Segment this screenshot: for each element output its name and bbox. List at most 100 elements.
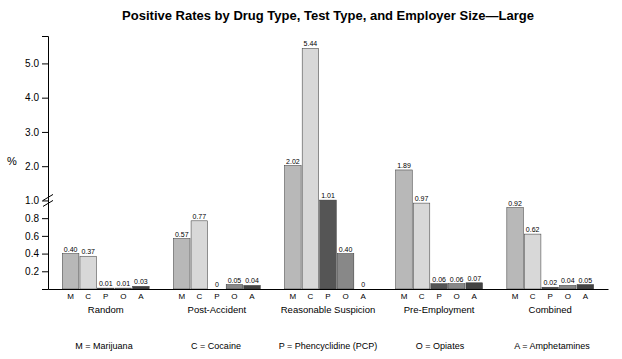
series-letter: C — [308, 292, 314, 301]
data-label: 0.62 — [526, 226, 540, 233]
series-letter: A — [583, 292, 589, 301]
data-label: 0.40 — [339, 246, 353, 253]
bar — [431, 284, 448, 289]
axis-break-mark — [43, 194, 53, 200]
bar — [542, 287, 559, 289]
data-label: 0.92 — [508, 200, 522, 207]
y-tick-label: 1.0 — [25, 195, 39, 206]
bar — [448, 284, 465, 289]
annotation: O = Opiates — [416, 341, 465, 351]
series-letter: A — [138, 292, 144, 301]
data-label: 2.02 — [286, 158, 300, 165]
bar — [62, 254, 79, 289]
series-letter: A — [249, 292, 255, 301]
y-axis-title: % — [7, 155, 17, 167]
series-letter: C — [85, 292, 91, 301]
data-label: 0 — [361, 281, 365, 288]
annotation: P = Phencyclidine (PCP) — [279, 341, 378, 351]
series-letter: O — [342, 292, 348, 301]
bar — [115, 288, 132, 289]
bar — [133, 286, 150, 289]
data-label: 0.04 — [245, 277, 259, 284]
bar — [226, 285, 243, 289]
y-tick-label: 0.6 — [25, 231, 39, 242]
series-letter: P — [103, 292, 108, 301]
data-label: 0.77 — [193, 213, 207, 220]
data-label: 0.57 — [175, 231, 189, 238]
data-label: 0.06 — [432, 276, 446, 283]
bar — [80, 256, 97, 289]
series-letter: P — [548, 292, 553, 301]
data-label: 0.97 — [415, 195, 429, 202]
annotation: A = Amphetamines — [514, 341, 590, 351]
annotation: C = Cocaine — [191, 341, 241, 351]
series-letter: M — [290, 292, 297, 301]
series-letter: O — [565, 292, 571, 301]
y-tick-mark — [42, 218, 48, 219]
bar — [173, 239, 190, 289]
data-label: 0.06 — [450, 276, 464, 283]
bar — [209, 289, 226, 290]
annotation: M = Marijuana — [75, 341, 132, 351]
y-tick-label: 0.8 — [25, 213, 39, 224]
x-axis: Random Post-Accident Reasonable Suspicion P… — [49, 289, 609, 315]
y-tick: 3.0 — [25, 127, 48, 138]
series-letter: O — [231, 292, 237, 301]
x-tick: Post-Accident — [188, 289, 247, 315]
data-label: 0 — [215, 281, 219, 288]
x-tick: Reasonable Suspicion — [281, 289, 376, 315]
bar — [302, 48, 319, 289]
axis-break — [43, 194, 53, 206]
x-tick-label: Reasonable Suspicion — [281, 304, 376, 315]
y-tick: 0.4 — [25, 248, 48, 259]
x-tick: Pre-Employment — [404, 289, 475, 315]
y-tick: 0.6 — [25, 231, 48, 242]
data-label: 0.02 — [543, 279, 557, 286]
chart-title: Positive Rates by Drug Type, Test Type, … — [122, 8, 534, 23]
series-letter: M — [67, 292, 74, 301]
series-letter: M — [178, 292, 185, 301]
x-tick-label: Random — [88, 304, 124, 315]
bar — [337, 254, 354, 289]
bar — [507, 208, 524, 289]
bar — [244, 285, 261, 289]
series-letter: C — [196, 292, 202, 301]
bar — [577, 285, 594, 289]
bar — [320, 200, 337, 289]
y-tick-label: 2.0 — [25, 161, 39, 172]
series-letter: C — [530, 292, 536, 301]
y-tick-mark — [42, 132, 48, 133]
y-tick-mark — [42, 236, 48, 237]
chart-container: 0.2 0.4 0.6 0.8 1.0 2.0 3.0 4.0 5.0 Random Post-Ac… — [0, 0, 622, 359]
y-tick-mark — [42, 98, 48, 99]
y-tick-label: 5.0 — [25, 58, 39, 69]
x-tick-label: Combined — [529, 304, 572, 315]
series-letter: M — [512, 292, 519, 301]
data-labels: 0.400.572.021.890.920.370.775.440.970.62… — [64, 40, 592, 288]
data-label: 0.05 — [228, 277, 242, 284]
data-label: 0.07 — [467, 275, 481, 282]
x-tick: Random — [88, 289, 124, 315]
y-tick-label: 0.2 — [25, 266, 39, 277]
x-tick: Combined — [529, 289, 572, 315]
y-tick: 5.0 — [25, 58, 48, 69]
bar — [524, 234, 541, 289]
data-label: 0.37 — [81, 248, 95, 255]
y-tick-mark — [42, 271, 48, 272]
y-tick-mark — [42, 166, 48, 167]
y-tick-label: 0.4 — [25, 248, 39, 259]
y-tick: 0.8 — [25, 213, 48, 224]
bar — [191, 221, 208, 289]
y-tick: 4.0 — [25, 92, 48, 103]
bar — [355, 289, 372, 290]
data-label: 1.01 — [321, 192, 335, 199]
y-tick-mark — [42, 254, 48, 255]
y-tick: 2.0 — [25, 161, 48, 172]
bar — [413, 203, 430, 289]
series-letter: O — [120, 292, 126, 301]
y-tick-mark — [42, 63, 48, 64]
bar — [466, 283, 483, 289]
y-axis-line — [42, 37, 49, 290]
series-letter: A — [472, 292, 478, 301]
x-axis-line — [49, 289, 609, 290]
